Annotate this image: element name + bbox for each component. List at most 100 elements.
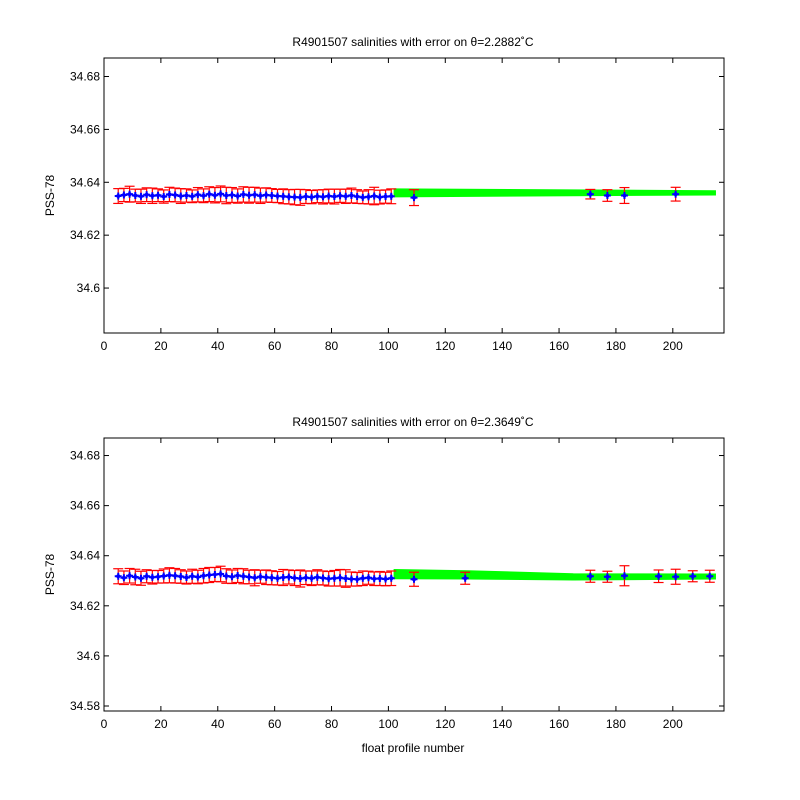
y-tick-label: 34.6	[77, 649, 101, 663]
y-tick-label: 34.62	[70, 228, 100, 242]
data-point-errorbar	[653, 569, 664, 584]
data-point-errorbar	[346, 187, 357, 204]
x-tick-label: 180	[606, 339, 626, 353]
data-point-errorbar	[198, 188, 209, 204]
y-tick-label: 34.64	[70, 549, 100, 563]
data-point-errorbar	[704, 569, 715, 583]
data-point-errorbar	[204, 186, 215, 203]
data-point-errorbar	[226, 569, 237, 585]
x-tick-label: 80	[325, 717, 339, 731]
x-tick-label: 20	[154, 339, 168, 353]
data-point-errorbar	[209, 186, 220, 204]
data-point-errorbar	[181, 570, 192, 585]
x-tick-label: 100	[378, 717, 398, 731]
data-point-errorbar	[130, 568, 141, 586]
plot-frame	[103, 437, 725, 712]
data-point-errorbar	[158, 568, 169, 584]
data-point-errorbar	[135, 188, 146, 205]
data-point-errorbar	[335, 568, 346, 587]
data-point-errorbar	[192, 186, 203, 203]
data-point-errorbar	[363, 570, 374, 585]
data-point-errorbar	[369, 571, 380, 587]
x-tick-label: 120	[435, 339, 455, 353]
data-point-errorbar	[170, 187, 181, 203]
fit-band	[393, 188, 716, 198]
data-point-errorbar	[226, 186, 237, 203]
data-point-errorbar	[113, 568, 124, 585]
data-point-errorbar	[118, 570, 129, 586]
data-point-errorbar	[585, 569, 596, 583]
bottom-chart-x-axis-label: float profile number	[362, 741, 465, 755]
data-point-errorbar	[198, 567, 209, 584]
data-point-errorbar	[602, 570, 613, 583]
data-point-errorbar	[187, 189, 198, 204]
data-point-errorbar	[619, 186, 630, 205]
x-tick-label: 40	[211, 717, 225, 731]
data-point-errorbar	[175, 569, 186, 584]
top-chart-marks	[113, 185, 716, 207]
x-tick-label: 60	[268, 717, 282, 731]
data-point-errorbar	[283, 569, 294, 585]
data-point-errorbar	[300, 570, 311, 586]
data-point-errorbar	[386, 188, 397, 205]
data-point-errorbar	[670, 186, 681, 202]
data-point-errorbar	[602, 189, 613, 202]
x-tick-label: 160	[549, 717, 569, 731]
x-tick-label: 140	[492, 717, 512, 731]
y-tick-label: 34.62	[70, 599, 100, 613]
x-tick-label: 20	[154, 717, 168, 731]
bottom-chart-marks	[113, 565, 716, 588]
top-chart-y-axis-label: PSS-78	[43, 174, 57, 216]
x-tick-label: 200	[663, 339, 683, 353]
top-chart-title: R4901507 salinities with error on θ=2.28…	[292, 35, 533, 49]
x-tick-label: 60	[268, 339, 282, 353]
x-tick-label: 100	[378, 339, 398, 353]
data-point-errorbar	[113, 188, 124, 205]
data-point-errorbar	[323, 188, 334, 204]
x-tick-label: 0	[101, 339, 108, 353]
data-point-errorbar	[369, 186, 380, 206]
data-point-errorbar	[232, 188, 243, 204]
data-point-errorbar	[141, 569, 152, 584]
data-point-errorbar	[249, 569, 260, 587]
data-point-errorbar	[687, 570, 698, 583]
data-point-errorbar	[409, 571, 419, 587]
bottom-chart-ticks: 0 20 40 60 80 100 120 140 160 180 200 34.58 34.6 34.6…	[70, 437, 725, 731]
plot-frame	[103, 57, 725, 334]
data-point-errorbar	[460, 571, 471, 585]
data-point-errorbar	[124, 567, 135, 584]
data-point-errorbar	[158, 189, 169, 204]
data-point-errorbar	[409, 189, 419, 207]
data-point-errorbar	[283, 189, 294, 205]
x-tick-label: 40	[211, 339, 225, 353]
data-point-errorbar	[164, 186, 175, 203]
data-point-errorbar	[386, 570, 397, 587]
data-point-errorbar	[619, 565, 630, 587]
data-point-errorbar	[249, 186, 260, 203]
y-tick-label: 34.6	[77, 281, 101, 295]
data-point-errorbar	[300, 189, 311, 205]
data-point-errorbar	[295, 569, 306, 588]
x-tick-label: 180	[606, 717, 626, 731]
data-point-errorbar	[215, 185, 226, 203]
fit-band	[393, 568, 716, 581]
x-tick-label: 200	[663, 717, 683, 731]
y-tick-label: 34.68	[70, 70, 100, 84]
x-tick-label: 160	[549, 339, 569, 353]
y-tick-label: 34.58	[70, 699, 100, 713]
data-point-errorbar	[147, 187, 158, 205]
y-tick-label: 34.66	[70, 499, 100, 513]
y-tick-label: 34.64	[70, 175, 100, 189]
top-chart-ticks: 0 20 40 60 80 100 120 140 160 180 200 34.6 34.62 34.6…	[70, 57, 725, 353]
y-tick-label: 34.66	[70, 122, 100, 136]
data-point-errorbar	[278, 188, 289, 205]
x-tick-label: 0	[101, 717, 108, 731]
data-point-errorbar	[585, 188, 596, 200]
bottom-chart-panel: R4901507 salinities with error on θ=2.36…	[43, 415, 725, 755]
data-point-errorbar	[221, 568, 232, 584]
data-point-errorbar	[135, 570, 146, 586]
data-point-errorbar	[380, 189, 391, 204]
x-tick-label: 140	[492, 339, 512, 353]
data-point-errorbar	[192, 569, 203, 585]
